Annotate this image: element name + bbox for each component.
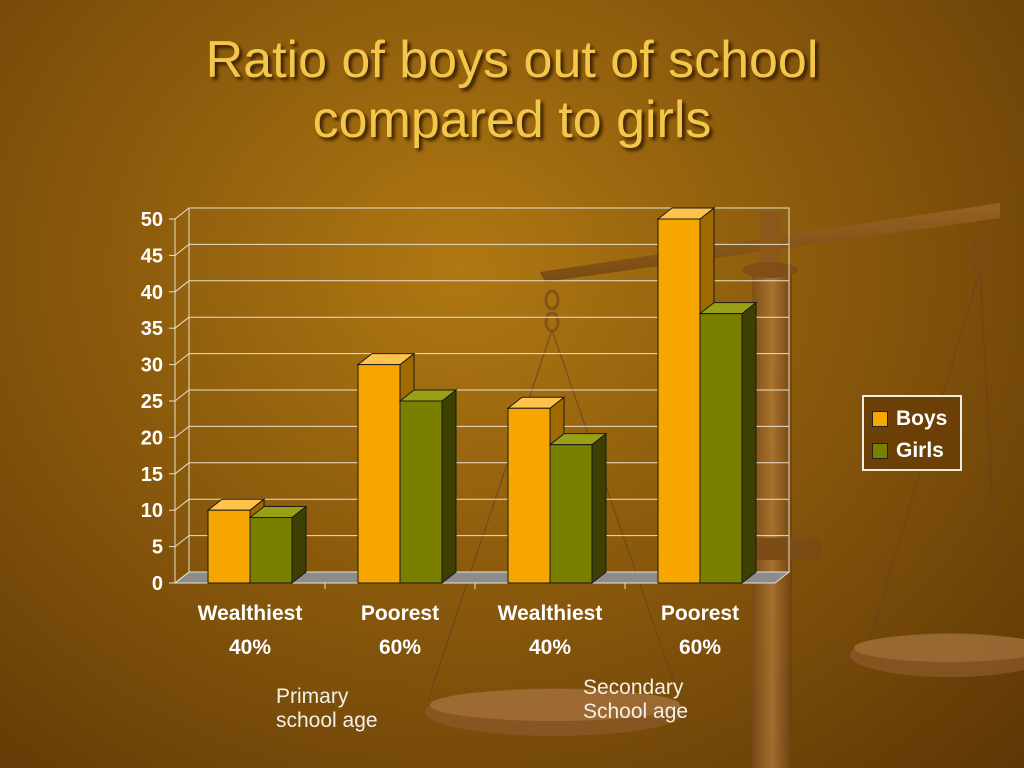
bar-girls-1 <box>399 400 443 584</box>
y-tick-label: 40 <box>141 282 163 304</box>
bar-boys-2 <box>507 407 551 584</box>
bar-girls-2-side <box>591 432 607 585</box>
gridline-depth <box>174 316 190 329</box>
legend-item-girls: Girls <box>872 435 952 467</box>
gridline-depth <box>174 462 190 475</box>
gridline-depth <box>174 535 190 547</box>
gridline-depth <box>174 426 190 438</box>
chart-legend: Boys Girls <box>862 395 962 471</box>
legend-swatch-boys <box>872 411 888 427</box>
y-tick-label: 30 <box>141 355 163 377</box>
bar-boys-0 <box>207 509 251 584</box>
legend-label-girls: Girls <box>896 439 944 462</box>
x-category-label: Wealthiest <box>498 602 603 625</box>
x-category-label: 40% <box>529 636 571 659</box>
title-line-2: compared to girls <box>312 91 712 149</box>
bar-girls-3-side <box>741 301 757 585</box>
legend-swatch-girls <box>872 443 888 459</box>
bar-girls-0-side <box>291 505 307 585</box>
y-tick-label: 0 <box>152 573 163 595</box>
bar-girls-2 <box>549 444 593 584</box>
y-tick-label: 20 <box>141 427 163 449</box>
gridline-depth <box>174 498 190 511</box>
y-tick-label: 25 <box>141 391 163 413</box>
bar-girls-3 <box>699 313 743 584</box>
gridline-depth <box>174 571 190 584</box>
y-tick-label: 10 <box>141 500 163 522</box>
x-category-label: Wealthiest <box>198 602 303 625</box>
x-category-label: Poorest <box>361 602 439 625</box>
group-label-primary: Primary school age <box>276 685 378 732</box>
legend-item-boys: Boys <box>872 403 952 435</box>
bar-girls-1-side <box>441 388 457 585</box>
gridline-depth <box>174 207 190 220</box>
x-category-label: 40% <box>229 636 271 659</box>
bar-boys-3 <box>657 218 701 584</box>
x-category-label: 60% <box>679 636 721 659</box>
title-line-1: Ratio of boys out of school <box>205 31 819 89</box>
x-category-label: 60% <box>379 636 421 659</box>
gridline-depth <box>174 389 190 402</box>
group-label-secondary: Secondary School age <box>583 676 689 723</box>
gridline-depth <box>174 353 190 365</box>
gridline-depth <box>174 280 190 293</box>
x-category-label: Poorest <box>661 602 739 625</box>
y-tick-label: 5 <box>152 537 163 559</box>
bar-girls-0 <box>249 516 293 584</box>
slide-title: Ratio of boys out of school compared to … <box>0 30 1024 150</box>
y-tick-label: 45 <box>141 245 163 267</box>
legend-label-boys: Boys <box>896 407 948 430</box>
y-tick-label: 35 <box>141 318 163 340</box>
bar-boys-1 <box>357 364 401 584</box>
gridline-depth <box>174 244 190 256</box>
y-tick-label: 15 <box>141 464 163 486</box>
y-tick-label: 50 <box>141 209 163 231</box>
